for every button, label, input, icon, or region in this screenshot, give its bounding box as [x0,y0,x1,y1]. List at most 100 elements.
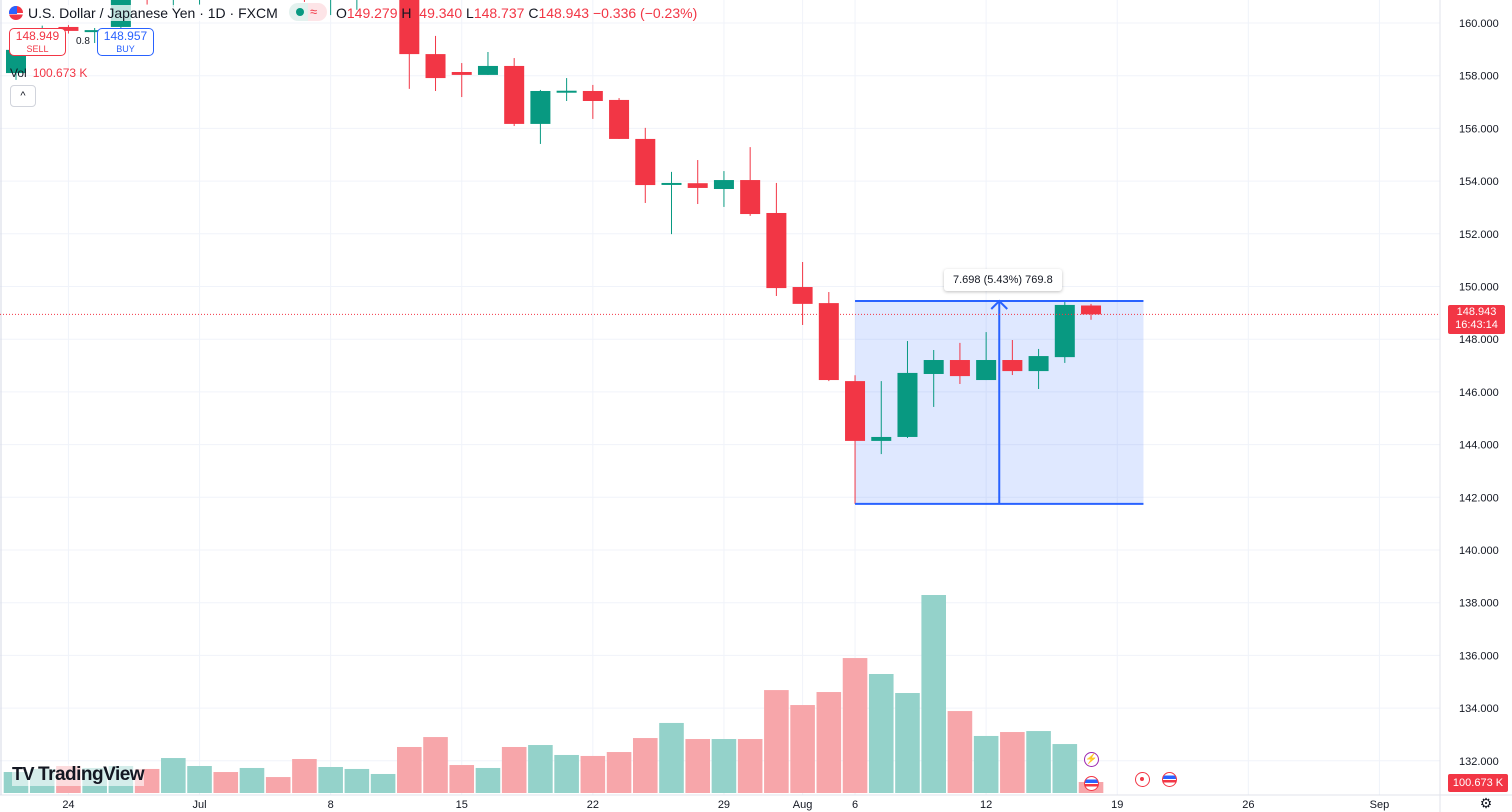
x-tick-label: Jul [193,799,207,811]
x-tick-label: 12 [980,799,992,811]
us-economic-event-flag-icon[interactable] [1084,776,1099,791]
candle-body [582,90,603,101]
y-tick-label: 150.000 [1459,282,1499,294]
volume-bar [685,739,711,793]
close-value: 148.943 [538,5,590,21]
x-tick-label: 6 [852,799,858,811]
volume-bar [790,705,815,793]
candle-body [530,90,551,124]
y-tick-label: 154.000 [1459,176,1499,188]
volume-bar [895,693,920,793]
last-volume-label: 100.673 K [1448,774,1508,792]
volume-bar [501,746,527,793]
candle-body [661,182,682,185]
candle-body [845,381,866,441]
us-economic-event-flag-icon[interactable] [1162,772,1177,787]
bar-countdown: 16:43:14 [1455,319,1498,331]
candle-body [897,372,918,437]
volume-bar [397,746,422,793]
y-tick-label: 156.000 [1459,123,1499,135]
lightning-event-icon[interactable]: ⚡ [1084,752,1099,767]
candle-body [740,180,761,215]
sell-label: SELL [26,44,49,54]
tradingview-logo[interactable]: TV TradingView [12,764,145,786]
usd-jpy-flag-icon [9,6,23,20]
buy-label: BUY [116,44,135,54]
candle-body [425,54,446,79]
candle-body [84,30,105,33]
candle-body [713,180,734,190]
volume-bar [554,754,579,793]
buy-button[interactable]: 148.957 BUY [97,28,154,56]
volume-bar [816,692,842,793]
x-tick-label: Aug [793,799,813,811]
open-value: 149.279 [346,5,398,21]
y-tick-label: 136.000 [1459,650,1499,662]
volume-bar [187,766,212,793]
y-tick-label: 132.000 [1459,756,1499,768]
candle-body [1002,360,1023,372]
volume-bar [606,752,632,793]
candle-body [792,287,813,304]
red-dot-event-icon[interactable] [1135,772,1150,787]
spread-value: 0.8 [76,36,90,47]
candle-body [766,212,787,289]
volume-legend: Vol 100.673 K [10,66,87,80]
buy-price: 148.957 [103,29,148,43]
candle-body [1054,304,1075,358]
volume-bar [475,767,501,793]
volume-bar [1052,744,1078,793]
volume-label: Vol [10,66,27,80]
x-tick-label: 24 [62,799,74,811]
volume-bar [842,658,868,793]
y-tick-label: 134.000 [1459,703,1499,715]
candle-body [1028,356,1049,372]
volume-bar [947,711,973,793]
candle-body [1081,305,1102,315]
volume-bar [632,738,658,793]
candle-body [556,90,577,93]
candle-body [504,65,525,124]
x-tick-label: Sep [1370,799,1390,811]
sell-button[interactable]: 148.949 SELL [9,28,66,56]
tradingview-logo-text: TradingView [38,764,145,785]
y-tick-label: 146.000 [1459,387,1499,399]
candle-body [609,99,630,139]
x-tick-label: 29 [718,799,730,811]
candle-body [949,360,970,377]
high-label: H [401,5,412,21]
volume-bar [423,737,448,793]
candle-body [976,360,997,381]
volume-bar [161,758,186,793]
volume-bar [344,768,370,793]
low-label: L [466,5,474,21]
volume-bar [580,755,606,793]
y-tick-label: 160.000 [1459,18,1499,30]
candle-body [399,0,420,55]
volume-bar [1026,731,1051,793]
y-tick-label: 144.000 [1459,440,1499,452]
volume-bar [659,722,684,793]
symbol-title[interactable]: U.S. Dollar / Japanese Yen · 1D · FXCM [28,5,278,21]
high-value: 149.340 [411,5,463,21]
close-label: C [528,5,539,21]
tradingview-logo-mark: TV [12,764,35,784]
y-tick-label: 142.000 [1459,492,1499,504]
volume-bar [213,772,239,793]
y-tick-label: 158.000 [1459,71,1499,83]
x-tick-label: 8 [328,799,334,811]
x-tick-label: 15 [456,799,468,811]
candle-body [871,436,892,441]
y-tick-label: 148.000 [1459,334,1499,346]
candle-body [687,183,708,188]
market-status-pill[interactable]: ≈ [289,3,327,21]
collapse-legend-button[interactable]: ^ [10,85,36,107]
last-price-value: 148.943 [1456,306,1497,318]
volume-value: 100.673 K [32,66,88,80]
candle-body [923,360,944,374]
sell-price: 148.949 [15,29,60,43]
x-tick-label: 22 [587,799,599,811]
gear-icon[interactable]: ⚙ [1479,795,1493,811]
volume-bar [737,739,763,793]
